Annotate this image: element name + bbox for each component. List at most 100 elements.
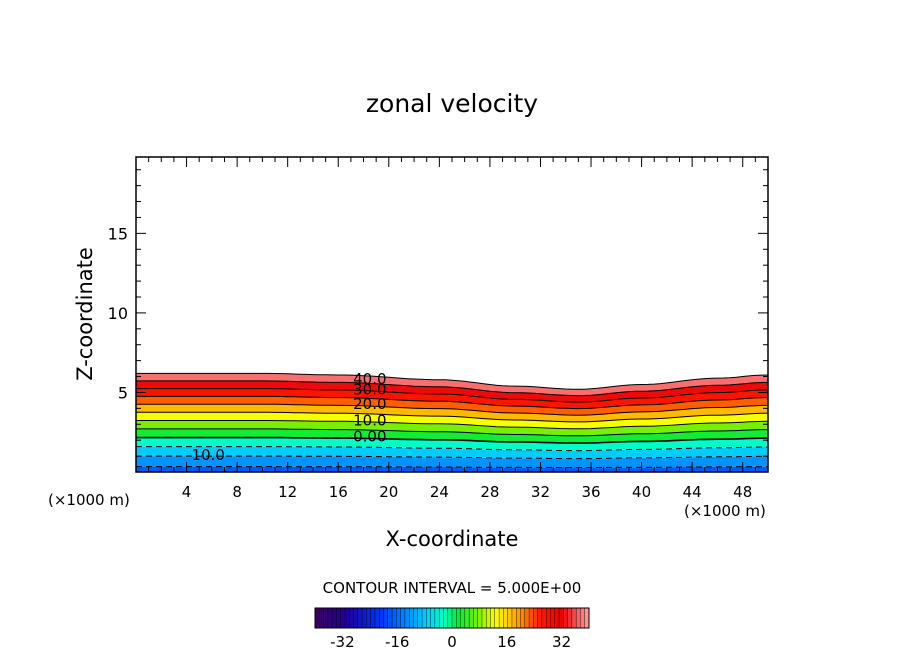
y-tick-label: 10	[108, 304, 128, 323]
colorbar-cell	[524, 607, 530, 629]
colorbar-tick-label: 0	[447, 633, 457, 651]
contour-fill-band	[136, 420, 768, 436]
colorbar-cell	[468, 607, 474, 629]
colorbar-cell	[400, 607, 406, 629]
contour-line	[136, 446, 768, 452]
contour-fill-band	[136, 428, 768, 444]
x-tick-label: 12	[278, 483, 297, 501]
colorbar-cell	[498, 607, 504, 629]
colorbar-cell	[417, 607, 423, 629]
colorbar-cell	[361, 607, 367, 629]
colorbar-cell	[545, 607, 551, 629]
colorbar-cell	[575, 607, 581, 629]
colorbar-cell	[541, 607, 547, 629]
colorbar-cell	[319, 607, 325, 629]
x-tick-label: 36	[581, 483, 600, 501]
colorbar-cell	[314, 607, 320, 629]
x-tick-label: 16	[329, 483, 348, 501]
x-tick-label: 32	[531, 483, 550, 501]
colorbar-cell	[451, 607, 457, 629]
chart-title: zonal velocity	[366, 89, 538, 118]
contour-fill-band	[136, 396, 768, 416]
colorbar-cell	[533, 607, 539, 629]
colorbar-cell	[571, 607, 577, 629]
axis-ticks	[136, 157, 768, 472]
colorbar-cell	[336, 607, 342, 629]
contour-line	[136, 420, 768, 430]
colorbar-cell	[353, 607, 359, 629]
contour-line	[136, 428, 768, 437]
contour-fill-band	[136, 437, 768, 451]
colorbar-cell	[563, 607, 569, 629]
contour-line	[136, 403, 768, 416]
colorbar-cell	[434, 607, 440, 629]
colorbar-cell	[340, 607, 346, 629]
colorbar-cell	[374, 607, 380, 629]
colorbar-cell	[503, 607, 509, 629]
colorbar-cell	[580, 607, 586, 629]
colorbar-cell	[507, 607, 513, 629]
contour-line	[136, 411, 768, 423]
colorbar-cell	[391, 607, 397, 629]
colorbar-cell	[460, 607, 466, 629]
contour-line	[136, 455, 768, 460]
contour-fill-band	[136, 373, 768, 396]
colorbar-cell	[344, 607, 350, 629]
colorbar-tick-label: 16	[497, 633, 516, 651]
colorbar-cell	[528, 607, 534, 629]
colorbar-cell	[456, 607, 462, 629]
colorbar-cell	[443, 607, 449, 629]
x-tick-label: 40	[632, 483, 651, 501]
colorbar-cell	[426, 607, 432, 629]
x-tick-labels: 4 8 12 16 20 24 28 32 36 40 44 48	[182, 483, 752, 501]
colorbar-tick-label: -32	[330, 633, 355, 651]
x-tick-label: 4	[182, 483, 192, 501]
colorbar-cell	[408, 607, 414, 629]
colorbar-cell	[413, 607, 419, 629]
contour-line	[136, 388, 768, 403]
contour-fill-band	[136, 388, 768, 409]
colorbar-cell	[370, 607, 376, 629]
colorbar-cell	[567, 607, 573, 629]
contour-line	[136, 372, 768, 390]
colorbar-cell	[481, 607, 487, 629]
contour-label: 20.0	[353, 395, 386, 413]
contour-line	[136, 466, 768, 468]
colorbar-cell	[490, 607, 496, 629]
colorbar-cell	[537, 607, 543, 629]
y-tick-labels: 5 10 15	[108, 224, 128, 402]
colorbar-cell	[520, 607, 526, 629]
contour-label: 0.00	[353, 427, 386, 445]
x-tick-label: 44	[683, 483, 702, 501]
colorbar-cell	[558, 607, 564, 629]
colorbar-cell	[404, 607, 410, 629]
colorbar-cell	[396, 607, 402, 629]
x-tick-label: 20	[379, 483, 398, 501]
contour-fill-layer	[136, 373, 768, 472]
x-axis-label: X-coordinate	[386, 527, 519, 551]
contour-labels: 40.030.020.010.00.00 -10.0	[186, 370, 386, 464]
colorbar-cell	[387, 607, 393, 629]
colorbar-frame	[314, 607, 590, 629]
colorbar-cell	[486, 607, 492, 629]
contour-label: 40.0	[353, 370, 386, 388]
x-unit-label-right: (×1000 m)	[684, 502, 766, 520]
colorbar-cell	[349, 607, 355, 629]
contour-fill-band	[136, 404, 768, 422]
x-unit-label-left: (×1000 m)	[48, 491, 130, 509]
colorbar-tick-label: -16	[385, 633, 410, 651]
colorbar-tick-labels: -32 -16 0 16 32	[330, 633, 571, 651]
y-tick-label: 15	[108, 224, 128, 243]
colorbar-cell	[327, 607, 333, 629]
x-tick-label: 8	[232, 483, 242, 501]
colorbar-cell	[516, 607, 521, 629]
contour-lines	[136, 372, 768, 468]
contour-interval-text: CONTOUR INTERVAL = 5.000E+00	[323, 579, 582, 597]
x-tick-label: 28	[480, 483, 499, 501]
colorbar-tick-label: 32	[552, 633, 571, 651]
contour-label: 10.0	[353, 411, 386, 429]
colorbar-cell	[438, 607, 444, 629]
contour-fill-band	[136, 380, 768, 402]
colorbar-cell	[511, 607, 517, 629]
